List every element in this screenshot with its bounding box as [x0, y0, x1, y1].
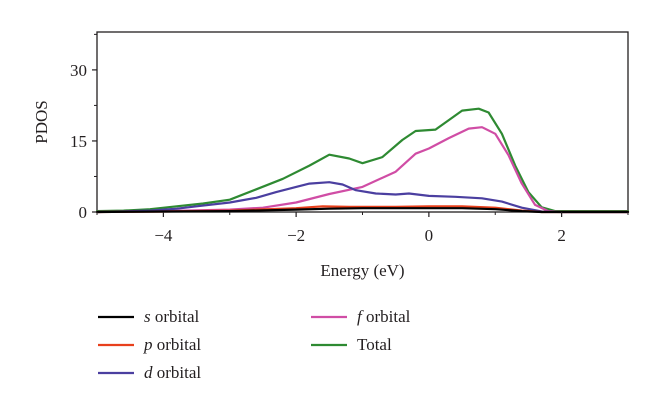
legend-item: Total	[311, 335, 392, 354]
legend-item: p orbital	[98, 335, 201, 354]
y-axis: 0 15 30	[70, 33, 97, 222]
legend-label: Total	[357, 335, 392, 354]
plot-area	[95, 31, 630, 214]
legend-item: d orbital	[98, 363, 201, 382]
legend-label: s orbital	[144, 307, 200, 326]
x-axis: −4 −2 0 2	[96, 212, 629, 245]
x-tick-label: 0	[425, 226, 434, 245]
series-line-s-orbital	[95, 207, 630, 214]
plot-frame	[96, 31, 629, 213]
y-tick-label: 15	[70, 132, 87, 151]
series-layer	[95, 107, 630, 214]
legend-label: f orbital	[357, 307, 411, 326]
y-axis-title: PDOS	[32, 100, 51, 143]
x-axis-title: Energy (eV)	[320, 261, 404, 280]
x-tick-label: −4	[154, 226, 173, 245]
series-line-d-orbital	[95, 181, 630, 214]
series-line-f-orbital	[95, 126, 630, 214]
legend: s orbital p orbital d orbital f orbital Tota…	[98, 307, 411, 382]
x-tick-label: −2	[287, 226, 305, 245]
y-tick-label: 30	[70, 61, 87, 80]
legend-label: d orbital	[144, 363, 201, 382]
legend-item: s orbital	[98, 307, 200, 326]
y-tick-label: 0	[79, 203, 88, 222]
legend-item: f orbital	[311, 307, 411, 326]
series-line-total	[95, 107, 630, 213]
legend-label: p orbital	[143, 335, 201, 354]
x-tick-label: 2	[557, 226, 566, 245]
